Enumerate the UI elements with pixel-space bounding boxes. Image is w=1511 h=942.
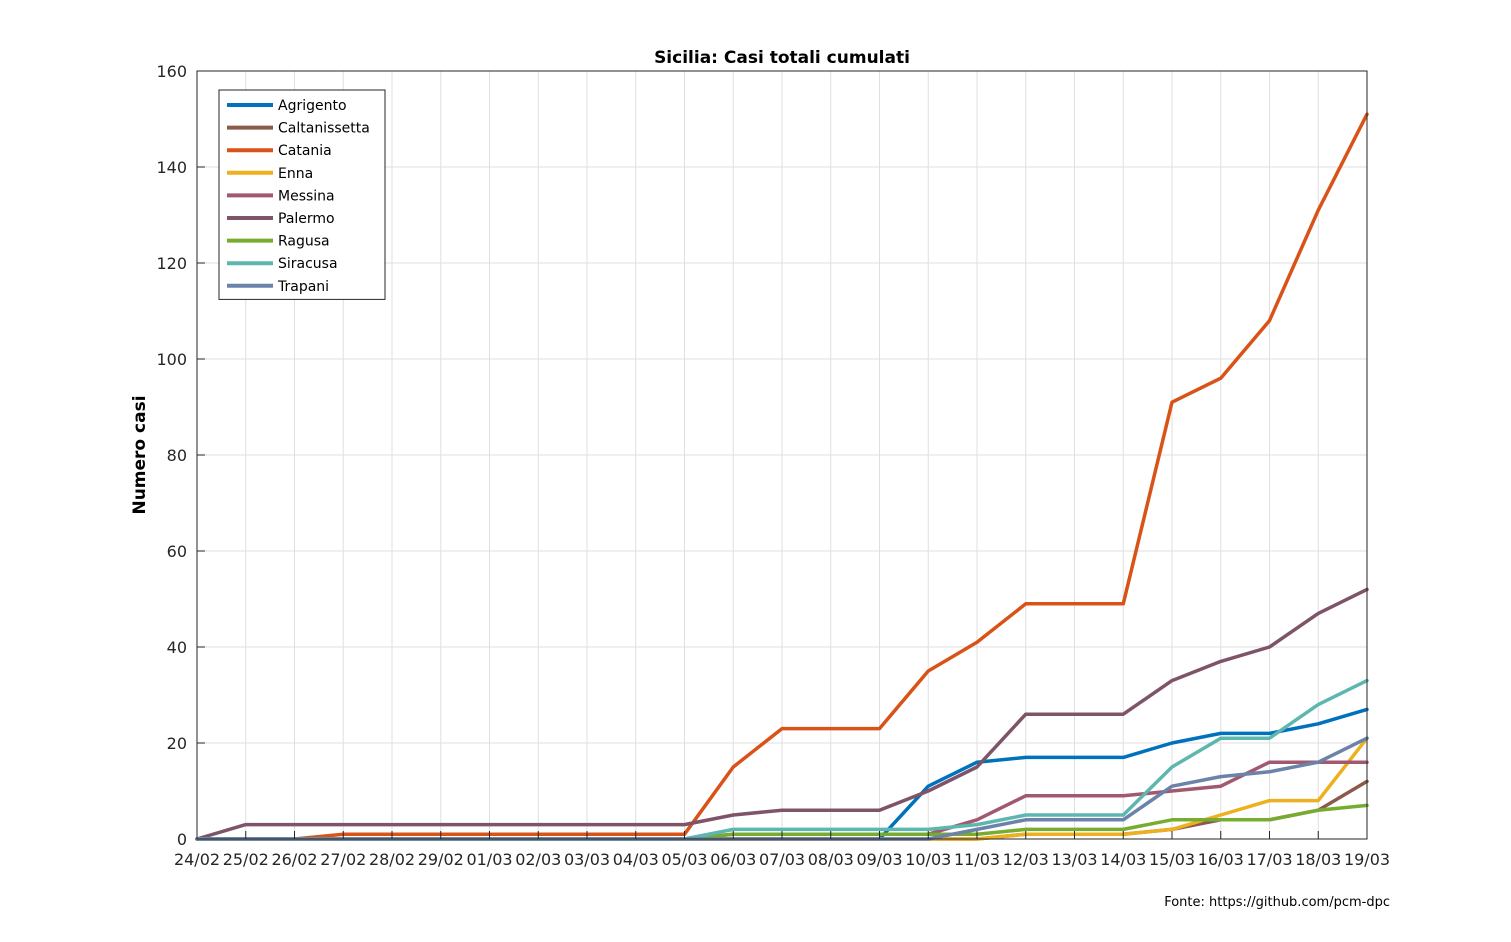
source-note: Fonte: https://github.com/pcm-dpc: [1164, 895, 1390, 910]
x-tick-label: 28/02: [369, 850, 415, 869]
x-tick-label: 03/03: [564, 850, 610, 869]
axis-ticks: 24/02 25/02 26/02 27/02 28/02 29/02 01/03 02/03…: [156, 62, 1390, 869]
legend-label: Catania: [278, 143, 332, 159]
legend-label: Ragusa: [278, 234, 330, 250]
x-tick-label: 04/03: [613, 850, 659, 869]
y-tick-label: 40: [167, 638, 187, 657]
legend-label: Enna: [278, 166, 313, 182]
x-tick-label: 13/03: [1051, 850, 1097, 869]
x-tick-label: 14/03: [1100, 850, 1146, 869]
legend: Agrigento Caltanissetta Catania Enna Messina…: [218, 89, 386, 300]
legend-label: Agrigento: [278, 98, 347, 114]
x-tick-label: 11/03: [954, 850, 1000, 869]
y-tick-label: 140: [156, 158, 187, 177]
legend-label: Trapani: [277, 279, 329, 295]
y-tick-label: 60: [167, 542, 187, 561]
chart-title: Sicilia: Casi totali cumulati: [654, 48, 910, 68]
x-tick-label: 08/03: [808, 850, 854, 869]
legend-label: Caltanissetta: [278, 121, 370, 137]
legend-label: Palermo: [278, 211, 335, 227]
x-tick-label: 17/03: [1246, 850, 1292, 869]
x-tick-label: 24/02: [174, 850, 220, 869]
x-tick-label: 07/03: [759, 850, 805, 869]
x-tick-label: 02/03: [515, 850, 561, 869]
y-tick-label: 120: [156, 254, 187, 273]
y-tick-label: 160: [156, 62, 187, 81]
legend-label: Siracusa: [278, 256, 338, 272]
x-tick-label: 10/03: [905, 850, 951, 869]
x-tick-label: 25/02: [223, 850, 269, 869]
x-tick-label: 01/03: [466, 850, 512, 869]
x-tick-label: 06/03: [710, 850, 756, 869]
x-tick-label: 09/03: [856, 850, 902, 869]
y-tick-label: 100: [156, 350, 187, 369]
legend-label: Messina: [278, 188, 335, 204]
x-tick-label: 18/03: [1295, 850, 1341, 869]
x-tick-label: 12/03: [1003, 850, 1049, 869]
x-tick-label: 16/03: [1198, 850, 1244, 869]
x-tick-label: 15/03: [1149, 850, 1195, 869]
series-line-palermo: [195, 587, 1369, 841]
y-axis-label: Numero casi: [130, 395, 150, 514]
y-tick-label: 0: [177, 830, 187, 849]
x-tick-label: 19/03: [1344, 850, 1390, 869]
x-tick-label: 29/02: [418, 850, 464, 869]
x-tick-label: 05/03: [661, 850, 707, 869]
x-tick-label: 26/02: [271, 850, 317, 869]
x-tick-label: 27/02: [320, 850, 366, 869]
y-tick-label: 80: [167, 446, 187, 465]
y-tick-label: 20: [167, 734, 187, 753]
